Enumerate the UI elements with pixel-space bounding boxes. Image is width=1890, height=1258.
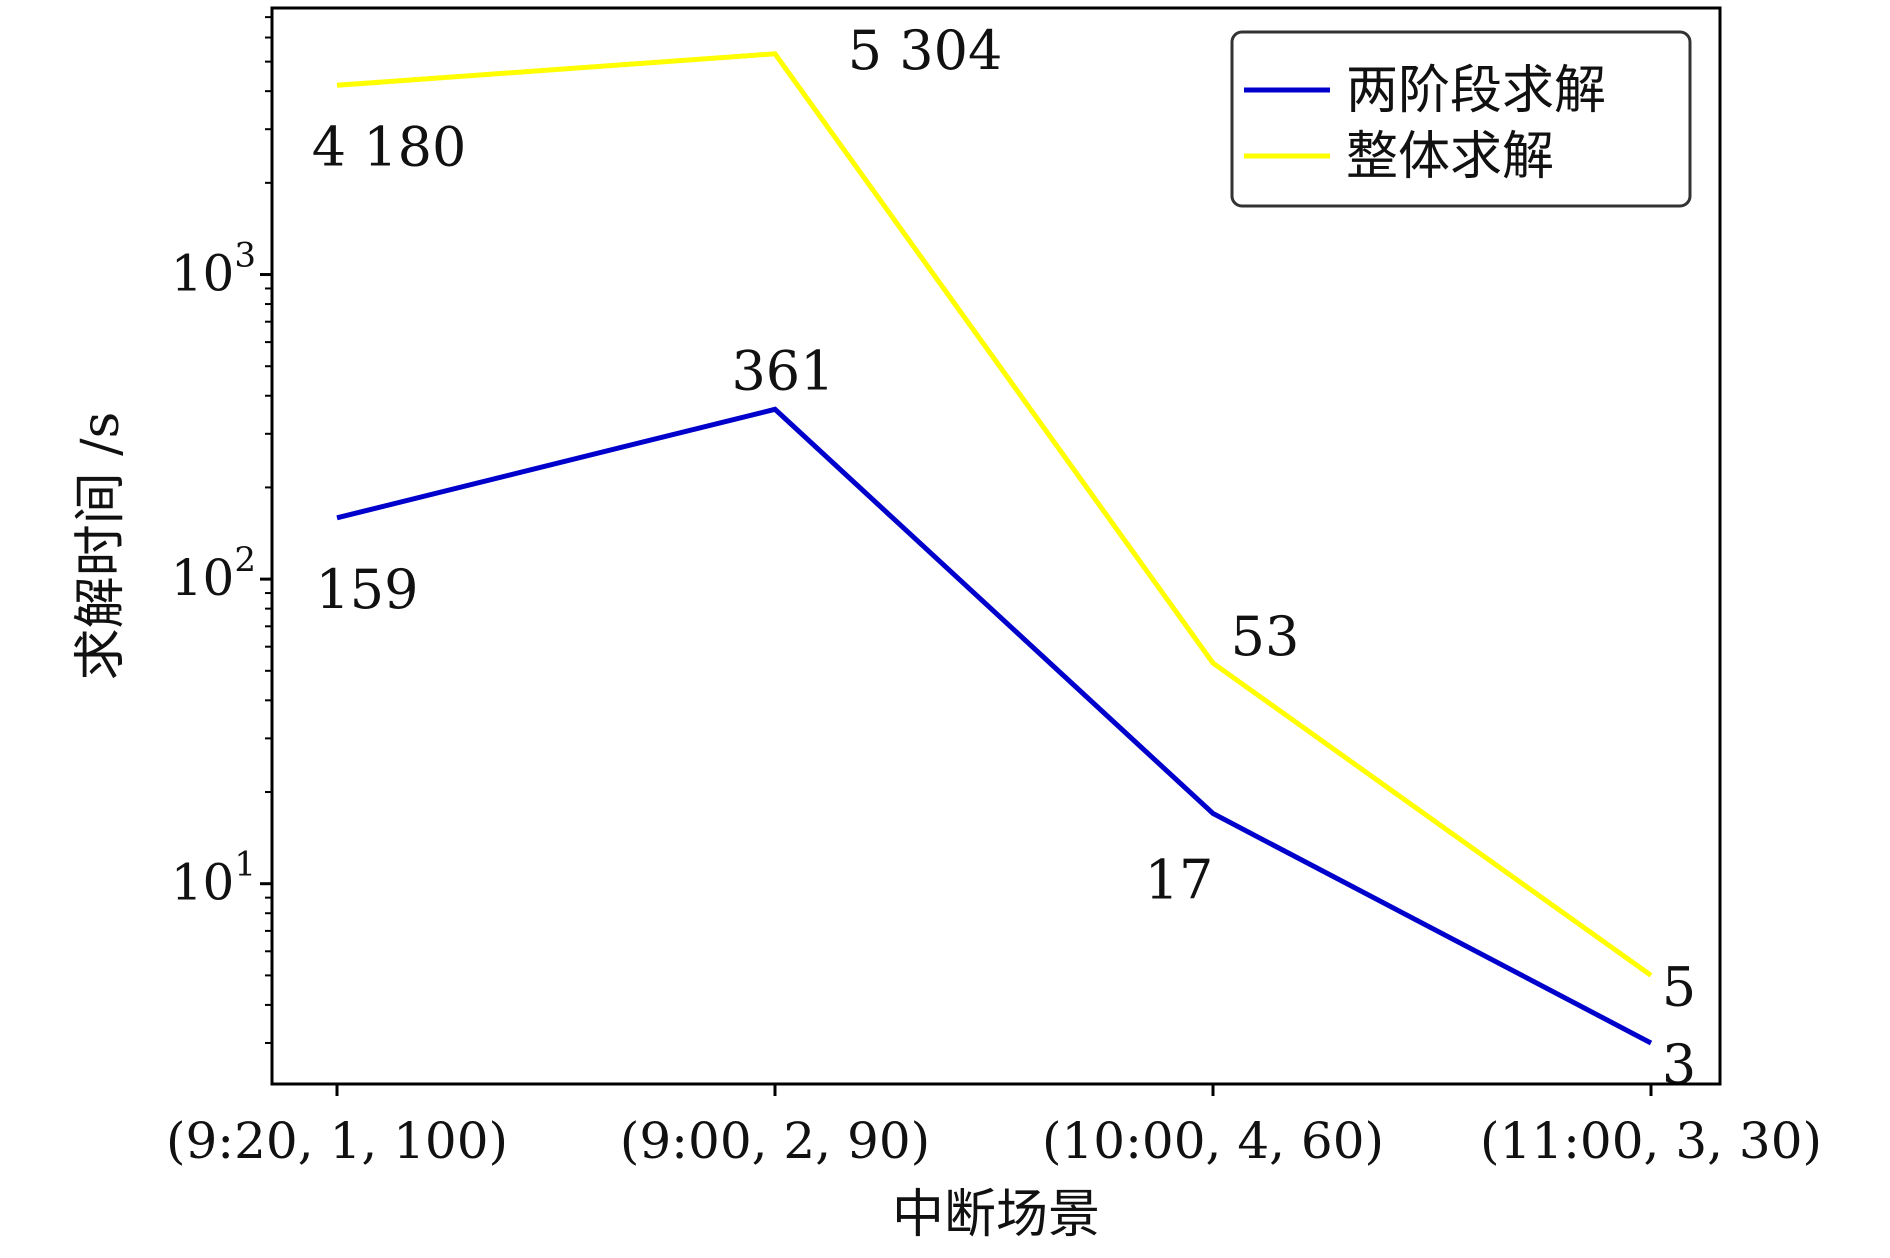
x-tick-label: (9:00, 2, 90)	[620, 1112, 930, 1170]
legend: 两阶段求解 整体求解	[1230, 30, 1692, 208]
data-label: 17	[1145, 849, 1214, 912]
x-axis-title: 中断场景	[892, 1185, 1100, 1245]
y-tick-label: 103	[171, 236, 256, 303]
series-lines	[336, 51, 1653, 1046]
data-labels: 159 361 17 3 4 180 5 304 53 5	[312, 19, 1696, 1096]
data-label: 159	[315, 558, 418, 621]
y-axis-title: 求解时间 /s	[71, 412, 131, 681]
data-label: 5 304	[848, 19, 1003, 82]
legend-label-two-stage: 两阶段求解	[1346, 61, 1606, 121]
plot-frame	[270, 6, 1722, 1086]
y-tick-label: 101	[171, 845, 256, 912]
data-label: 5	[1662, 955, 1696, 1018]
series-line-0	[336, 406, 1653, 1046]
data-label: 4 180	[312, 115, 467, 178]
data-label: 3	[1662, 1033, 1696, 1096]
series-line-1	[336, 51, 1653, 978]
x-tick-label: (9:20, 1, 100)	[166, 1112, 508, 1170]
y-tick-label: 102	[171, 540, 256, 607]
x-tick-label: (11:00, 3, 30)	[1480, 1112, 1822, 1170]
x-axis: (9:20, 1, 100) (9:00, 2, 90) (10:00, 4, 60…	[166, 1084, 1822, 1170]
y-axis: 101 102 103	[171, 16, 272, 1044]
data-label: 53	[1231, 605, 1300, 668]
legend-label-overall: 整体求解	[1346, 127, 1554, 187]
x-tick-label: (10:00, 4, 60)	[1042, 1112, 1384, 1170]
data-label: 361	[731, 339, 834, 402]
legend-box	[1230, 30, 1692, 208]
